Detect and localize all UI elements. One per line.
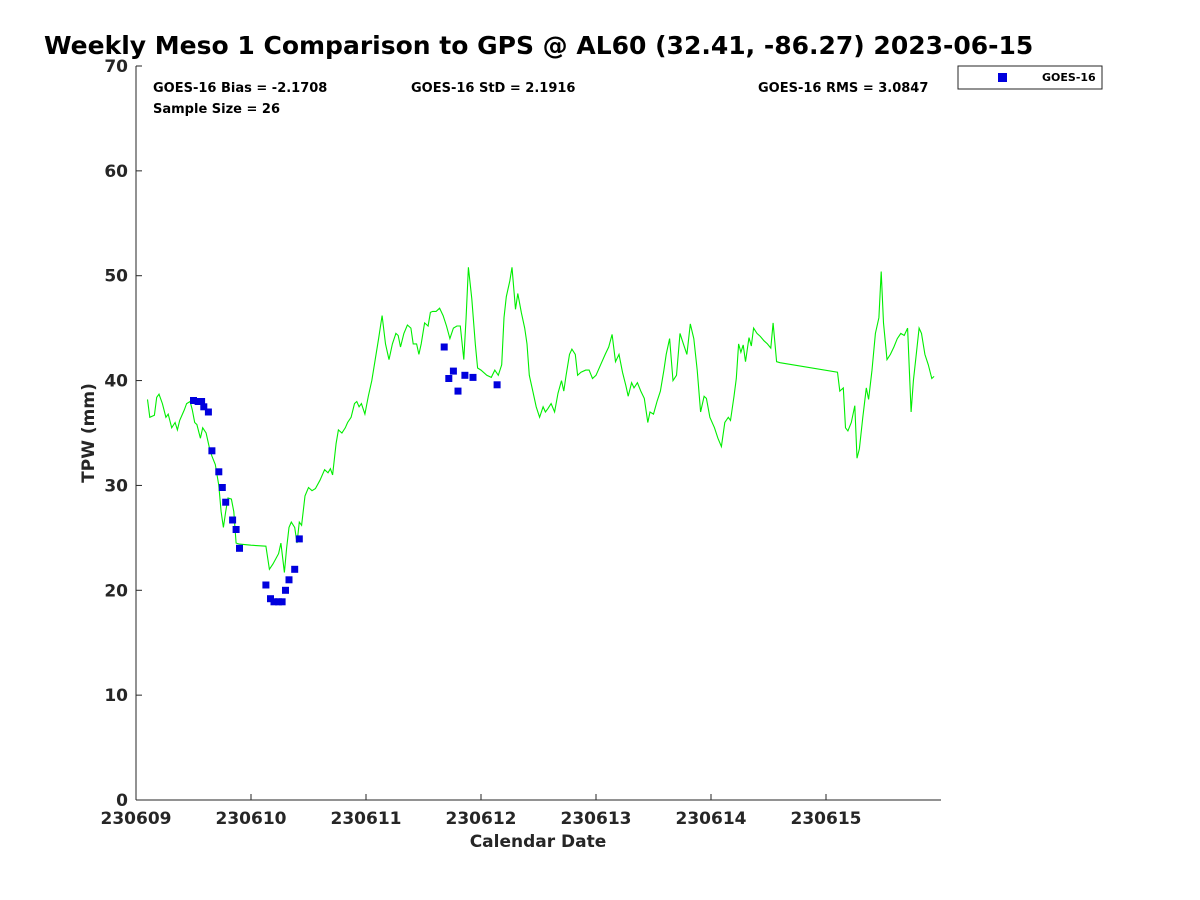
plot-area: 0 10 20 30 40 50 60 70 230609 230610 230611 230612… [101,57,941,829]
goes16-point [229,516,237,524]
goes16-point [295,535,303,543]
x-tick-label: 230613 [561,809,632,829]
legend: GOES-16 [957,65,1103,90]
goes16-point [190,397,197,404]
goes16-point [208,447,216,455]
goes16-point [493,381,501,389]
x-ticks: 230609 230610 230611 230612 230613 230614 2306… [101,794,862,829]
goes16-point [461,371,469,379]
y-tick-label: 10 [104,686,128,706]
goes16-point [454,387,462,395]
goes16-point [449,367,457,375]
legend-label-goes16: GOES-16 [1042,71,1096,84]
x-tick-label: 230612 [446,809,517,829]
x-axis-label: Calendar Date [470,832,607,852]
x-tick-label: 230611 [331,809,402,829]
goes16-point [282,586,289,594]
y-tick-label: 50 [104,267,128,287]
y-tick-label: 0 [116,791,128,811]
goes16-point [291,565,299,573]
goes16-point [278,598,286,606]
goes16-point [222,498,230,506]
goes16-point [440,343,448,351]
stat-sample-size: Sample Size = 26 [153,102,280,117]
y-ticks: 0 10 20 30 40 50 60 70 [104,57,142,811]
stat-bias: GOES-16 Bias = -2.1708 [153,81,327,96]
goes16-point [204,408,212,416]
x-tick-label: 230610 [216,809,287,829]
stat-rms: GOES-16 RMS = 3.0847 [758,81,928,96]
y-tick-label: 20 [104,581,128,601]
gps-series [146,267,935,573]
goes16-series [190,343,501,606]
y-tick-label: 30 [104,476,128,496]
x-tick-label: 230609 [101,809,172,829]
y-tick-label: 70 [104,57,128,77]
gps-series-line [146,267,935,573]
goes16-point [215,468,223,476]
stat-std: GOES-16 StD = 2.1916 [411,81,575,96]
goes16-point [285,576,293,584]
goes16-point [445,375,453,382]
chart-title: Weekly Meso 1 Comparison to GPS @ AL60 (… [44,31,1033,60]
goes16-point [200,403,208,411]
y-tick-label: 40 [104,372,128,392]
x-tick-label: 230614 [676,809,747,829]
x-tick-label: 230615 [791,809,862,829]
goes16-point [218,484,226,491]
goes16-point [198,398,206,405]
legend-marker-goes16 [998,73,1007,82]
goes16-point [270,598,278,606]
legend-box [957,65,1103,90]
goes16-point [469,373,477,381]
y-axis-label: TPW (mm) [79,383,99,483]
goes16-point [262,581,270,589]
goes16-point [232,526,240,533]
y-tick-label: 60 [104,162,128,182]
goes16-point [236,544,243,552]
